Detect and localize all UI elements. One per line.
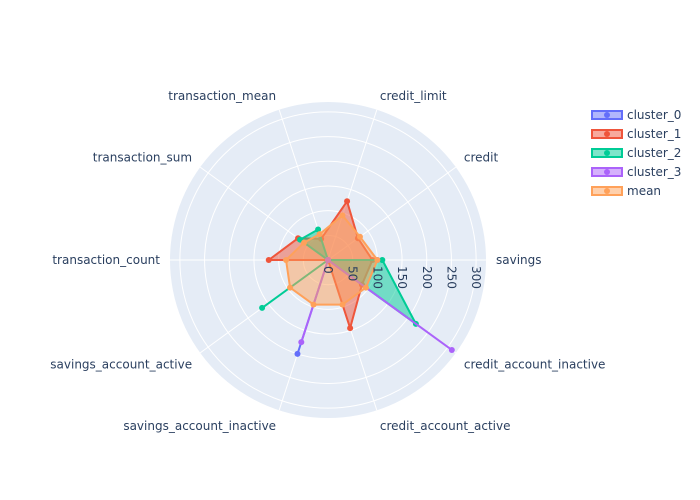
data-point-cluster_2-transaction_mean [315, 226, 322, 233]
series-layer [259, 198, 455, 357]
data-point-cluster_3-savings_account_inactive [298, 339, 305, 346]
legend-item-mean[interactable]: mean [591, 184, 661, 198]
angular-label-transaction_sum: transaction_sum [93, 150, 192, 164]
data-point-mean-credit_limit [339, 212, 346, 219]
legend-item-cluster_0[interactable]: cluster_0 [591, 108, 681, 122]
data-point-mean-transaction_count [283, 257, 290, 263]
angular-label-credit_account_inactive: credit_account_inactive [464, 358, 606, 372]
series-mean [283, 212, 381, 308]
radial-tick-100: 100 [370, 266, 384, 289]
data-point-cluster_2-savings_account_active [259, 304, 266, 311]
angular-label-savings_account_active: savings_account_active [50, 358, 192, 372]
angular-label-credit: credit [464, 150, 499, 164]
legend-label: cluster_3 [627, 165, 681, 179]
legend-label: cluster_1 [627, 127, 681, 141]
legend-label: cluster_2 [627, 146, 681, 160]
legend-label: cluster_0 [627, 108, 681, 122]
radial-tick-150: 150 [395, 266, 409, 289]
legend-marker [604, 169, 610, 175]
data-point-mean-savings [374, 257, 381, 263]
data-point-cluster_1-transaction_count [265, 257, 272, 263]
legend-label: mean [627, 184, 661, 198]
angular-label-credit_account_active: credit_account_active [380, 419, 511, 433]
data-point-mean-credit_account_inactive [362, 284, 369, 291]
legend-marker [604, 112, 610, 118]
legend-marker [604, 188, 610, 194]
legend-item-cluster_2[interactable]: cluster_2 [591, 146, 681, 160]
legend-item-cluster_1[interactable]: cluster_1 [591, 127, 681, 141]
angular-label-transaction_mean: transaction_mean [168, 89, 276, 103]
data-point-cluster_0-savings_account_inactive [294, 350, 301, 357]
data-point-mean-savings_account_inactive [310, 301, 317, 308]
radial-tick-50: 50 [346, 266, 360, 281]
data-point-cluster_1-credit_limit [344, 198, 351, 205]
data-point-mean-credit_account_active [339, 301, 346, 308]
legend-item-cluster_3[interactable]: cluster_3 [591, 165, 681, 179]
data-point-mean-credit [356, 233, 363, 240]
legend-marker [604, 150, 610, 156]
legend-marker [604, 131, 610, 137]
angular-label-transaction_count: transaction_count [52, 253, 160, 267]
radial-tick-200: 200 [420, 266, 434, 289]
data-point-mean-savings_account_active [287, 284, 294, 291]
angular-label-credit_limit: credit_limit [380, 89, 447, 103]
data-point-mean-transaction_sum [301, 239, 308, 246]
radial-tick-300: 300 [469, 266, 483, 289]
data-point-mean-transaction_mean [316, 231, 323, 238]
data-point-cluster_2-savings [379, 257, 386, 263]
radial-tick-250: 250 [444, 266, 458, 289]
angular-label-savings: savings [496, 253, 542, 267]
radial-tick-0: 0 [321, 266, 335, 274]
data-point-cluster_1-credit_account_active [347, 325, 354, 332]
angular-axis-labels: savings credit credit_limit transaction_mea… [50, 89, 605, 433]
radial-tick-labels: 0 50 100 150 200 250 300 [321, 266, 483, 289]
angular-label-savings_account_inactive: savings_account_inactive [123, 419, 276, 433]
data-point-cluster_3-credit_account_inactive [448, 346, 455, 353]
